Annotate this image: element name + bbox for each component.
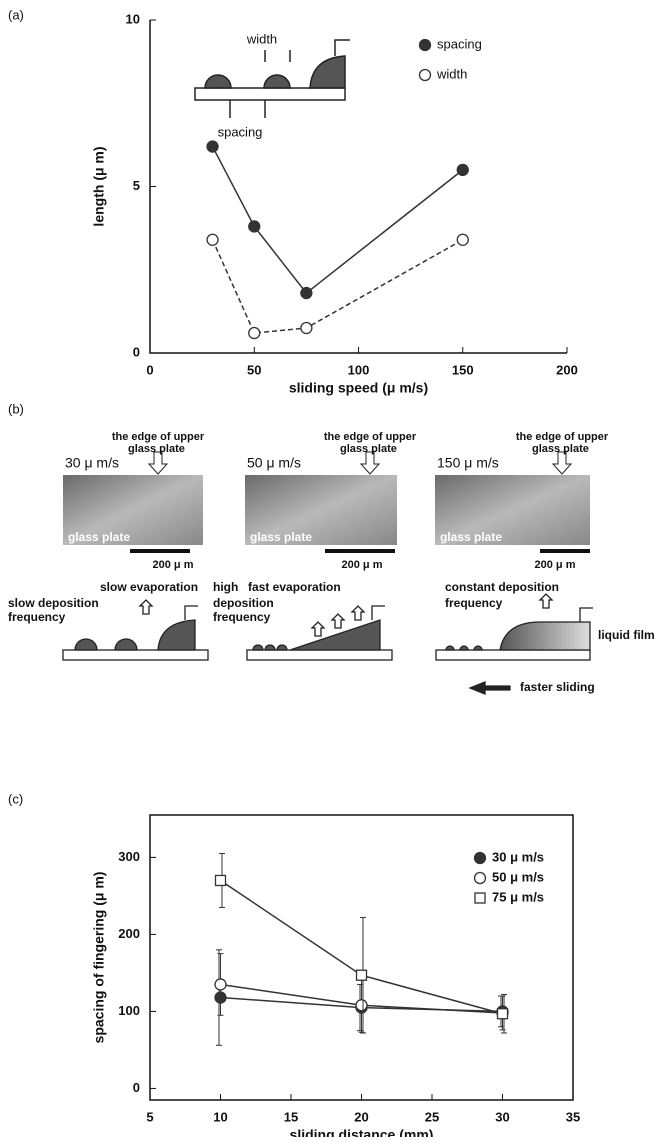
x-tick-label: 25 — [425, 1109, 439, 1124]
legend-marker — [418, 68, 432, 82]
schematic-note: high — [213, 580, 238, 594]
data-point — [355, 999, 368, 1012]
schematic-note: frequency — [213, 610, 271, 624]
x-tick-label: 20 — [354, 1109, 368, 1124]
data-point — [300, 321, 313, 335]
x-tick-label: 100 — [348, 362, 370, 377]
schematic-note: slow evaporation — [100, 580, 198, 594]
legend-marker — [473, 871, 487, 885]
data-point — [248, 326, 261, 340]
legend-marker — [474, 892, 486, 904]
y-tick-label: 0 — [133, 1080, 140, 1095]
plate-label: glass plate — [250, 530, 312, 544]
schematic-note: constant deposition — [445, 580, 559, 594]
legend-label: 75 μ m/s — [492, 889, 544, 904]
panel-label: (c) — [8, 791, 23, 806]
x-axis-label: sliding speed (μ m/s) — [289, 380, 428, 396]
x-tick-label: 0 — [146, 362, 153, 377]
y-axis-label: spacing of fingering (μ m) — [91, 872, 107, 1044]
edge-label: the edge of upper — [324, 431, 417, 443]
panel-label: (a) — [8, 7, 24, 22]
x-tick-label: 30 — [495, 1109, 509, 1124]
inset-label: width — [246, 31, 277, 46]
edge-label: glass plate — [340, 443, 397, 455]
data-point — [248, 220, 261, 233]
data-point — [206, 140, 219, 153]
legend-label: spacing — [437, 36, 482, 51]
x-tick-label: 200 — [556, 362, 578, 377]
schematic-note: deposition — [213, 596, 274, 610]
schematic-note: liquid film — [598, 628, 655, 642]
schematic-note: frequency — [8, 610, 66, 624]
data-point — [214, 978, 227, 991]
series-line — [211, 146, 464, 295]
y-tick-label: 5 — [133, 178, 140, 193]
inset-label: spacing — [218, 124, 263, 139]
photos — [63, 451, 590, 553]
y-tick-label: 200 — [118, 926, 140, 941]
legend-label: width — [436, 66, 467, 81]
data-point — [355, 969, 368, 981]
scale-label: 200 μ m — [535, 559, 576, 571]
legend-label: 50 μ m/s — [492, 869, 544, 884]
edge-label: glass plate — [532, 443, 589, 455]
scale-label: 200 μ m — [342, 559, 383, 571]
y-tick-label: 10 — [126, 11, 140, 26]
schematic-note: fast evaporation — [248, 580, 341, 594]
data-point — [300, 286, 313, 300]
plate-label: glass plate — [440, 530, 502, 544]
data-point — [496, 1008, 509, 1020]
edge-label: the edge of upper — [112, 431, 205, 443]
x-tick-label: 50 — [247, 362, 261, 377]
scale-label: 200 μ m — [153, 559, 194, 571]
y-tick-label: 300 — [118, 849, 140, 864]
data-point — [214, 874, 227, 887]
panel-label: (b) — [8, 401, 24, 416]
speed-label: 50 μ m/s — [247, 455, 301, 471]
edge-label: the edge of upper — [516, 431, 609, 443]
speed-label: 150 μ m/s — [437, 455, 499, 471]
x-tick-label: 150 — [452, 362, 474, 377]
data-point — [456, 163, 469, 177]
axes — [149, 20, 567, 354]
legend-marker — [418, 38, 432, 52]
plate-label: glass plate — [68, 530, 130, 544]
edge-label: glass plate — [128, 443, 185, 455]
data-point — [206, 233, 219, 246]
legend-label: 30 μ m/s — [492, 849, 544, 864]
series-line — [211, 239, 464, 334]
data-point — [456, 233, 469, 246]
x-tick-label: 35 — [566, 1109, 580, 1124]
inset-schematic — [194, 39, 350, 118]
y-tick-label: 100 — [118, 1003, 140, 1018]
x-tick-label: 15 — [284, 1109, 298, 1124]
schematics — [62, 593, 593, 695]
schematic-note: faster sliding — [520, 680, 595, 694]
y-tick-label: 0 — [133, 344, 140, 359]
x-tick-label: 5 — [146, 1109, 153, 1124]
schematic-note: frequency — [445, 596, 503, 610]
y-axis-label: length (μ m) — [91, 146, 107, 226]
legend-marker — [473, 851, 487, 865]
schematic-note: slow deposition — [8, 596, 99, 610]
speed-label: 30 μ m/s — [65, 455, 119, 471]
x-axis-label: sliding distance (mm) — [290, 1127, 434, 1137]
x-tick-label: 10 — [213, 1109, 227, 1124]
